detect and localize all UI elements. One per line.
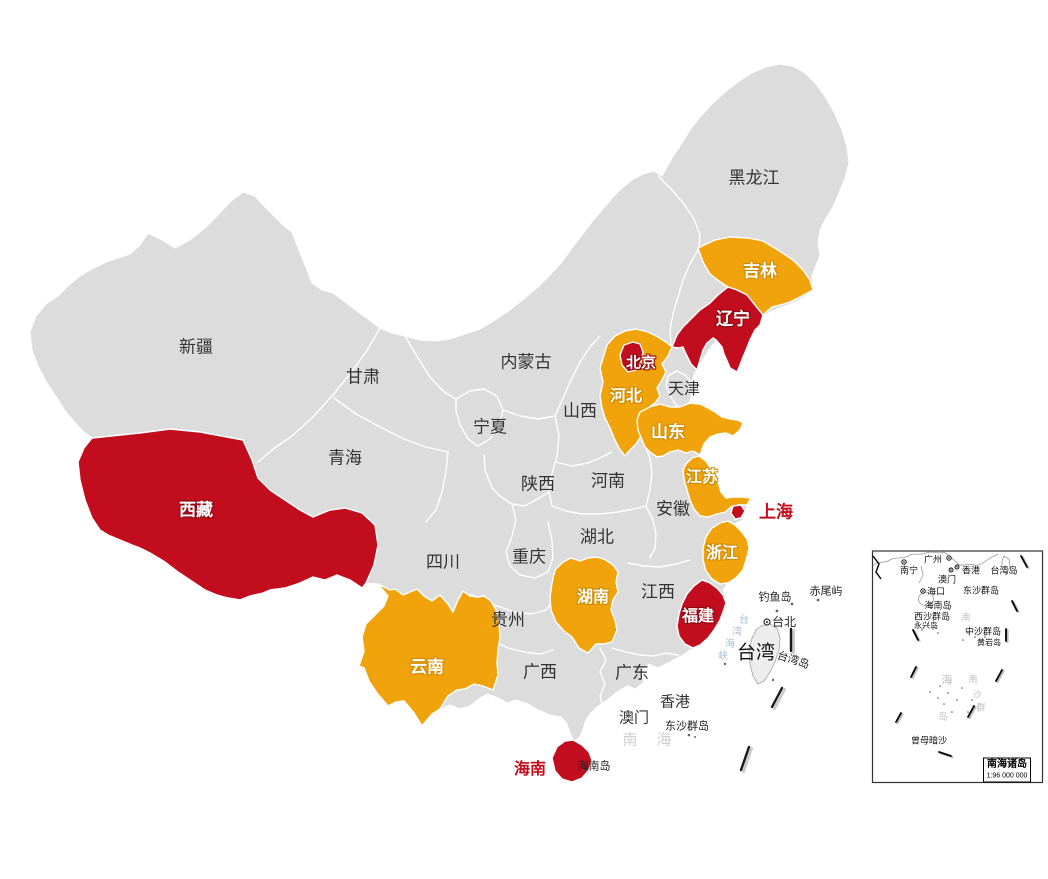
province-hunan[interactable] (549, 556, 619, 654)
inset-dash-segments (895, 555, 1028, 757)
label-taiwandao-i: 台湾岛 (990, 565, 1018, 576)
inset-coastline (872, 551, 999, 567)
label-anhui: 安徽 (656, 499, 690, 519)
island-dots (687, 598, 820, 738)
label-inset-title: 南海诸岛 (987, 759, 1027, 770)
internal-borders (257, 175, 701, 718)
province-shandong[interactable] (636, 402, 744, 458)
inset-border (871, 550, 1044, 784)
province-fujian[interactable] (676, 579, 727, 649)
inset-leizhou (918, 565, 924, 584)
label-hebei: 河北 (609, 388, 643, 405)
label-xisha: 西沙群岛 (913, 611, 951, 622)
label-shanghai: 上海 (759, 502, 793, 522)
label-dongsha-i: 东沙群岛 (962, 585, 1000, 596)
label-fujian: 福建 (681, 608, 715, 625)
label-nanhai-2: 海 (656, 731, 672, 749)
inset-map (871, 550, 1044, 784)
label-i-hai: 海 (941, 674, 953, 687)
label-ningxia: 宁夏 (473, 417, 507, 437)
label-strait-1: 台 (739, 615, 749, 626)
label-huangyandao: 黄岩岛 (977, 638, 1001, 647)
label-dongshaqundao: 东沙群岛 (665, 720, 709, 733)
label-i-nan2: 南 (968, 674, 978, 685)
label-haikou: 海口 (926, 586, 946, 597)
label-hubei: 湖北 (580, 527, 614, 547)
inset-hainan-island (918, 592, 934, 606)
label-neimenggu: 内蒙古 (500, 352, 552, 372)
label-gansu: 甘肃 (346, 367, 380, 387)
label-hainan: 海南 (513, 761, 547, 778)
label-sichuan: 四川 (426, 552, 460, 572)
label-aomen-i: 澳门 (937, 574, 957, 585)
dash-line-shadows (742, 629, 795, 773)
inset-west-coast (872, 555, 882, 580)
label-strait-4: 峡 (718, 651, 728, 662)
label-jiangxi: 江西 (641, 582, 675, 602)
inset-scale-box (983, 757, 1031, 783)
label-heilongjiang: 黑龙江 (728, 168, 780, 188)
label-zhongsha: 中沙群岛 (964, 626, 1002, 637)
dash-line-segments (739, 627, 793, 772)
label-shanxi: 山西 (563, 401, 597, 421)
label-taiwan: 台湾 (736, 642, 776, 664)
label-guangdong: 广东 (615, 663, 649, 683)
province-zhejiang[interactable] (702, 520, 750, 585)
label-beijing: 北京 (625, 354, 657, 372)
label-hainandao-i: 海南岛 (924, 600, 952, 611)
label-i-qun: 群 (976, 702, 986, 713)
province-yunnan[interactable] (358, 583, 501, 727)
label-xizang: 西藏 (179, 500, 213, 520)
label-hunan: 湖南 (576, 589, 610, 606)
label-qinghai: 青海 (328, 448, 362, 468)
province-xizang[interactable] (77, 428, 379, 601)
label-guangxi: 广西 (523, 662, 557, 682)
label-i-dao: 岛 (938, 711, 948, 722)
label-i-sha: 沙 (972, 689, 982, 700)
label-xianggang: 香港 (659, 693, 691, 711)
label-taibei: 台北 (771, 615, 797, 629)
label-tianjin: 天津 (667, 381, 701, 398)
label-shandong: 山东 (651, 422, 685, 442)
label-yunnan: 云南 (410, 657, 444, 677)
label-henan: 河南 (591, 471, 625, 491)
province-taiwan[interactable] (748, 623, 781, 685)
label-zhejiang: 浙江 (705, 545, 739, 562)
label-strait-2: 湾 (732, 627, 742, 638)
label-yongxingdao: 永兴岛 (914, 621, 938, 630)
inset-city-markers (901, 555, 960, 594)
label-jiangsu: 江苏 (685, 469, 719, 486)
label-diaoyudao: 钓鱼岛 (758, 591, 792, 604)
label-zengmuansha: 曾母暗沙 (910, 735, 948, 746)
inset-taiwan-island (1001, 555, 1011, 575)
taipei-marker (763, 618, 771, 626)
label-hainandao: 海南岛 (577, 760, 611, 773)
label-chiweiyu: 赤尾屿 (809, 585, 843, 598)
province-jilin[interactable] (697, 236, 814, 316)
label-i-nan1: 南 (961, 612, 971, 623)
province-beijing[interactable] (619, 341, 644, 373)
province-hainan[interactable] (551, 739, 593, 783)
province-liaoning[interactable] (671, 286, 764, 373)
label-aomen: 澳门 (618, 709, 650, 727)
label-xianggang-i: 香港 (961, 565, 981, 576)
label-shaanxi: 陕西 (521, 474, 555, 494)
label-nanhai-1: 南 (622, 731, 638, 749)
label-liaoning: 辽宁 (716, 309, 750, 329)
label-jilin: 吉林 (743, 261, 777, 281)
label-nanning: 南宁 (899, 565, 919, 576)
inset-island-dots (921, 623, 986, 713)
label-guizhou: 贵州 (491, 610, 525, 630)
province-shanghai[interactable] (730, 504, 746, 520)
label-strait-3: 海 (725, 639, 735, 650)
label-guangzhou: 广州 (923, 554, 943, 565)
province-jiangsu[interactable] (682, 455, 752, 518)
province-tianjin[interactable] (665, 370, 694, 410)
label-chongqing: 重庆 (512, 547, 546, 567)
label-inset-scale: 1:96 000 000 (986, 772, 1028, 780)
label-xinjiang: 新疆 (179, 337, 213, 357)
